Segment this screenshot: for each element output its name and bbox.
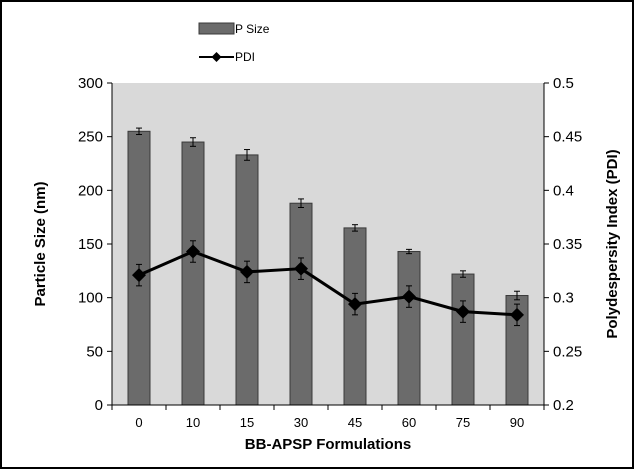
bar-30 bbox=[289, 202, 313, 406]
x-tick-label-15: 15 bbox=[240, 415, 254, 430]
x-tick-label-90: 90 bbox=[510, 415, 524, 430]
bar-60 bbox=[397, 251, 421, 406]
legend-bar-label: P Size bbox=[235, 22, 270, 36]
x-axis-title: BB-APSP Formulations bbox=[245, 436, 411, 453]
left-axis-ticks: 0 50 100 150 200 250 300 bbox=[78, 75, 112, 414]
right-tick-label-0.5: 0.5 bbox=[553, 75, 574, 92]
x-axis-ticks: 0 10 15 30 45 60 75 90 bbox=[111, 405, 545, 430]
right-axis-title: Polydespersity Index (PDI) bbox=[604, 149, 621, 338]
pdi-series bbox=[132, 240, 524, 327]
pdi-point-90 bbox=[510, 307, 524, 322]
pdi-point-0 bbox=[132, 268, 146, 283]
x-tick-label-60: 60 bbox=[402, 415, 416, 430]
pdi-point-60 bbox=[402, 289, 416, 304]
legend-bar-swatch bbox=[198, 22, 235, 35]
left-tick-label-250: 250 bbox=[78, 129, 103, 146]
left-tick-label-0: 0 bbox=[95, 397, 103, 414]
x-tick-label-45: 45 bbox=[348, 415, 362, 430]
legend: P Size PDI bbox=[198, 22, 270, 64]
left-tick-label-100: 100 bbox=[78, 290, 103, 307]
right-tick-label-0.25: 0.25 bbox=[553, 343, 582, 360]
plot-area bbox=[112, 83, 544, 405]
legend-diamond-marker bbox=[211, 52, 222, 62]
bar-75 bbox=[451, 273, 475, 406]
bar-10 bbox=[181, 141, 205, 406]
right-tick-label-0.35: 0.35 bbox=[553, 236, 582, 253]
pdi-point-15 bbox=[240, 264, 254, 279]
x-tick-label-0: 0 bbox=[135, 415, 142, 430]
right-tick-label-0.2: 0.2 bbox=[553, 397, 574, 414]
pdi-line bbox=[138, 250, 518, 317]
bar-45 bbox=[343, 227, 367, 406]
x-tick-label-75: 75 bbox=[456, 415, 470, 430]
right-axis-ticks: 0.2 0.25 0.3 0.35 0.4 0.45 0.5 bbox=[544, 75, 582, 414]
pdi-point-10 bbox=[186, 244, 200, 259]
pdi-point-30 bbox=[294, 261, 308, 276]
left-tick-label-150: 150 bbox=[78, 236, 103, 253]
left-axis-title: Particle Size (nm) bbox=[32, 181, 49, 306]
legend-line-label: PDI bbox=[235, 50, 255, 64]
right-tick-label-0.3: 0.3 bbox=[553, 290, 574, 307]
left-tick-label-300: 300 bbox=[78, 75, 103, 92]
pdi-point-75 bbox=[456, 304, 470, 319]
pdi-point-45 bbox=[348, 297, 362, 312]
right-tick-label-0.45: 0.45 bbox=[553, 129, 582, 146]
left-tick-label-50: 50 bbox=[86, 343, 103, 360]
left-tick-label-200: 200 bbox=[78, 182, 103, 199]
x-tick-label-10: 10 bbox=[186, 415, 200, 430]
x-tick-label-30: 30 bbox=[294, 415, 308, 430]
right-tick-label-0.4: 0.4 bbox=[553, 182, 574, 199]
bar-error-bars bbox=[136, 127, 520, 301]
